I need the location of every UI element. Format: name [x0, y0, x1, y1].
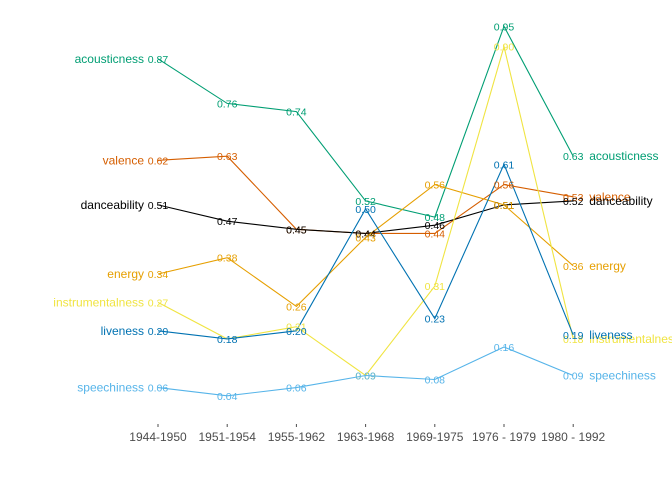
- value-label: 0.63: [217, 151, 238, 163]
- value-label: 0.43: [355, 232, 376, 244]
- value-label: 0.44: [355, 228, 376, 240]
- value-label: 0.45: [286, 224, 307, 236]
- value-label: 0.36: [563, 261, 584, 273]
- x-tick-label: 1963-1968: [337, 430, 395, 444]
- series-name-right-energy: energy: [589, 259, 626, 273]
- value-label: 0.44: [425, 228, 446, 240]
- x-axis: 1944-1950 1951-1954 1955-1962 1963-1968 1969…: [129, 424, 606, 444]
- value-label: 0.16: [494, 342, 515, 354]
- value-label: 0.09: [355, 370, 376, 382]
- value-label: 0.53: [563, 192, 584, 204]
- value-label: 0.95: [494, 21, 515, 33]
- value-label: 0.06: [148, 383, 169, 395]
- value-label: 0.63: [563, 151, 584, 163]
- x-tick-label: 1951-1954: [199, 430, 257, 444]
- series-name-left-energy: energy: [107, 267, 144, 281]
- value-label: 0.52: [355, 196, 376, 208]
- value-label: 0.26: [286, 301, 307, 313]
- value-label: 0.21: [286, 322, 307, 334]
- series-name-left-instrumentalness: instrumentalness: [53, 295, 144, 309]
- value-label: 0.23: [425, 314, 446, 326]
- series-name-right-valence: valence: [589, 190, 631, 204]
- series-name-right-acousticness: acousticness: [589, 149, 658, 163]
- value-label: 0.19: [563, 330, 584, 342]
- value-label: 0.61: [494, 159, 515, 171]
- value-label: 0.18: [563, 334, 584, 346]
- series-name-left-acousticness: acousticness: [75, 52, 144, 66]
- x-tick-label: 1944-1950: [129, 430, 187, 444]
- x-tick-label: 1976 - 1979: [472, 430, 536, 444]
- value-label: 0.52: [563, 196, 584, 208]
- x-tick-label: 1969-1975: [406, 430, 464, 444]
- value-label: 0.06: [286, 383, 307, 395]
- value-label: 0.38: [217, 253, 238, 265]
- value-label: 0.62: [148, 155, 169, 167]
- series-line-energy: [157, 183, 574, 308]
- value-label: 0.50: [355, 204, 376, 216]
- series-name-left-liveness: liveness: [101, 324, 144, 338]
- value-label: 0.08: [425, 375, 446, 387]
- value-label: 0.56: [425, 180, 446, 192]
- series-name-left-danceability: danceability: [81, 198, 144, 212]
- value-label: 0.31: [425, 281, 446, 293]
- value-label: 0.09: [355, 370, 376, 382]
- value-label: 0.46: [425, 220, 446, 232]
- series-name-labels-layer: acousticnessacousticnessvalencevalenceda…: [53, 52, 672, 395]
- series-line-liveness: [157, 162, 574, 340]
- value-label: 0.51: [494, 200, 515, 212]
- value-label: 0.51: [494, 200, 515, 212]
- value-labels-layer: 0.87 0.76 0.74 0.52 0.48 0.95 0.63 0.62 0.63 0.45…: [148, 21, 584, 402]
- value-label: 0.04: [217, 391, 238, 403]
- series-name-right-instrumentalness: instrumentalness: [589, 332, 672, 346]
- value-label: 0.74: [286, 107, 307, 119]
- value-label: 0.48: [425, 212, 446, 224]
- x-tick-label: 1955-1962: [268, 430, 326, 444]
- series-name-left-valence: valence: [103, 153, 145, 167]
- series-name-right-liveness: liveness: [589, 328, 632, 342]
- series-name-right-danceability: danceability: [589, 194, 652, 208]
- series-name-right-speechiness: speechiness: [589, 368, 656, 382]
- series-name-left-speechiness: speechiness: [77, 381, 144, 395]
- value-label: 0.51: [148, 200, 169, 212]
- series-line-acousticness: [157, 24, 574, 218]
- value-label: 0.87: [148, 54, 169, 66]
- x-tick-label: 1980 - 1992: [541, 430, 605, 444]
- value-label: 0.45: [286, 224, 307, 236]
- value-label: 0.27: [148, 297, 169, 309]
- value-label: 0.20: [148, 326, 169, 338]
- value-label: 0.34: [148, 269, 169, 281]
- value-label: 0.09: [563, 370, 584, 382]
- value-label: 0.20: [286, 326, 307, 338]
- value-label: 0.47: [217, 216, 238, 228]
- value-label: 0.56: [494, 180, 515, 192]
- value-label: 0.18: [217, 334, 238, 346]
- series-line-speechiness: [157, 346, 574, 397]
- value-label: 0.76: [217, 98, 238, 110]
- value-label: 0.44: [355, 228, 376, 240]
- value-label: 0.90: [494, 42, 515, 54]
- series-layer: [157, 24, 574, 397]
